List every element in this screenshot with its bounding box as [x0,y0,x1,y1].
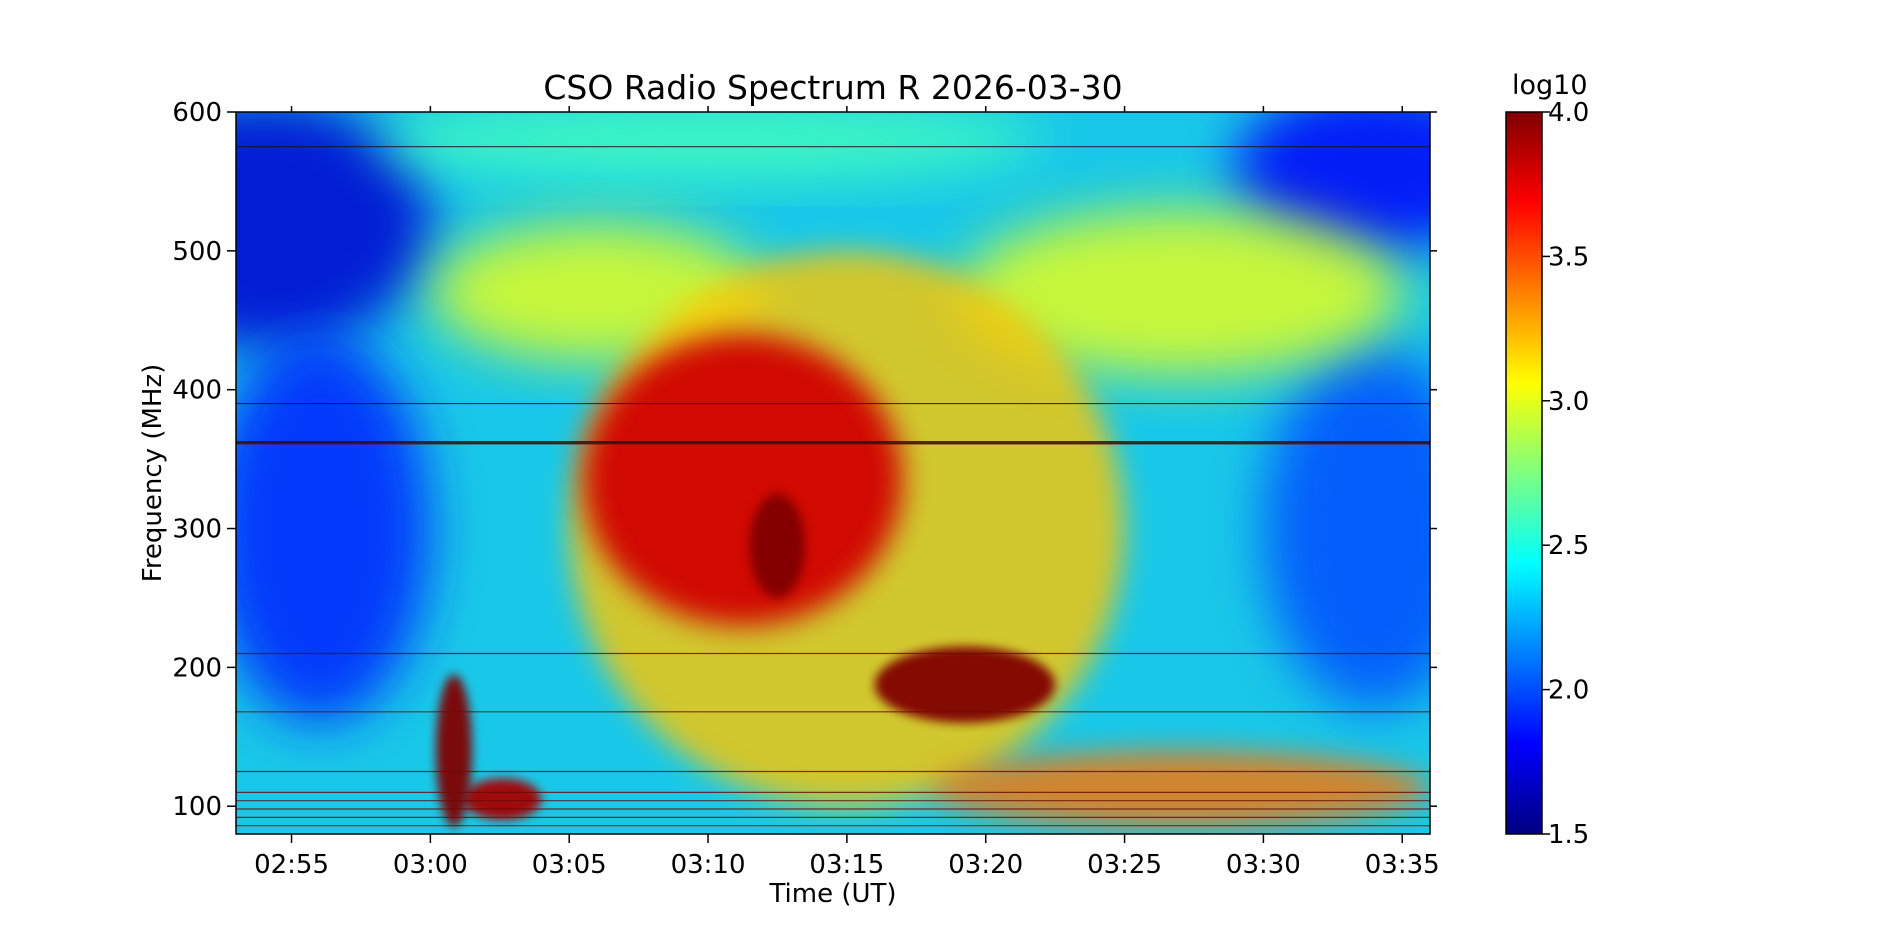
colorbar-gradient [1505,111,1543,835]
colorbar-label: log10 [1512,70,1588,101]
emission-feature-6 [930,750,1430,828]
colorbar-tick-label: 4.0 [1548,98,1589,128]
emission-feature-2 [583,334,903,626]
spectrum-texture-0 [236,112,431,349]
colorbar-tick-label: 3.0 [1548,387,1589,417]
chart-title: CSO Radio Spectrum R 2026-03-30 [543,68,1123,107]
x-tick-label: 03:35 [1365,850,1440,880]
y-tick-label: 600 [172,98,222,128]
x-tick-label: 03:20 [948,850,1023,880]
y-tick-label: 200 [172,653,222,683]
y-tick-label: 100 [172,792,222,822]
x-axis: 02:55 03:00 03:05 03:10 03:15 03:20 03:25 03:30… [254,106,1440,880]
x-tick-label: 02:55 [254,850,329,880]
colorbar: 1.5 2.0 2.5 3.0 3.5 4.0 [1505,98,1589,850]
x-axis-label: Time (UT) [768,879,896,909]
y-tick-label: 300 [172,515,222,545]
spectrum-texture-5 [957,209,1403,376]
colorbar-tick-label: 3.5 [1548,242,1589,272]
x-tick-label: 03:30 [1226,850,1301,880]
x-tick-label: 03:00 [393,850,468,880]
spectrum-texture-1 [236,334,431,723]
colorbar-tick-label: 2.5 [1548,531,1589,561]
colorbar-tick-label: 2.0 [1548,676,1589,706]
emission-feature-1 [463,778,542,821]
spectrogram-plot-area [236,112,1430,834]
y-tick-label: 500 [172,237,222,267]
spectrum-texture-3 [1263,348,1430,709]
x-tick-label: 03:05 [532,850,607,880]
x-tick-label: 03:15 [809,850,884,880]
emission-feature-4 [874,646,1056,723]
emission-feature-3 [749,493,806,598]
colorbar-tick-label: 1.5 [1548,820,1589,850]
y-axis-label: Frequency (MHz) [138,364,168,583]
x-tick-label: 03:10 [671,850,746,880]
y-tick-label: 400 [172,376,222,406]
emission-feature-0 [435,674,473,828]
y-axis: 100 200 300 400 500 600 [172,98,1437,822]
x-tick-label: 03:25 [1087,850,1162,880]
plot-frame [235,111,1431,835]
